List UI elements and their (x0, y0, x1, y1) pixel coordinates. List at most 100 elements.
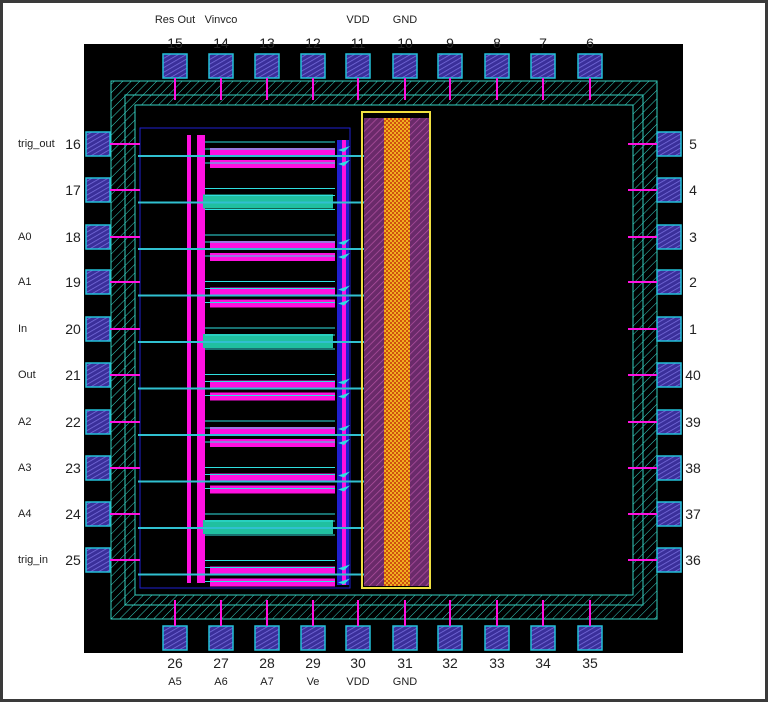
pin-number: 3 (689, 229, 697, 245)
transistor-row (210, 427, 335, 435)
transistor-row (210, 160, 335, 168)
pin-number: 38 (685, 460, 701, 476)
pad-top (162, 53, 188, 79)
pad-top (254, 53, 280, 79)
pad-top (437, 53, 463, 79)
transistor-row (210, 473, 335, 482)
pin-number: 23 (65, 460, 81, 476)
pin-number: 10 (397, 35, 413, 51)
pin-number: 24 (65, 506, 81, 522)
pin-number: 39 (685, 414, 701, 430)
transistor-row (210, 299, 335, 308)
pin-number: 25 (65, 552, 81, 568)
pad-top (392, 53, 418, 79)
pin-number: 34 (535, 655, 551, 671)
pad-left (85, 501, 111, 527)
pin-name: A0 (18, 231, 32, 243)
pad-left (85, 455, 111, 481)
pad-right (656, 316, 682, 342)
pin-number: 20 (65, 321, 81, 337)
pad-right (656, 224, 682, 250)
gnd-rail (384, 118, 410, 586)
pin-name: Res Out (154, 14, 196, 26)
transistor-row (210, 380, 335, 389)
via-marker (338, 425, 350, 445)
pad-left (85, 362, 111, 388)
pin-number: 40 (685, 367, 701, 383)
power-rails (361, 111, 431, 589)
pad-left (85, 131, 111, 157)
pin-number: 26 (167, 655, 183, 671)
pin-number: 32 (442, 655, 458, 671)
pin-number: 11 (350, 35, 366, 51)
pin-number: 28 (259, 655, 275, 671)
ring-edge (110, 80, 658, 620)
pad-right (656, 362, 682, 388)
core-array (138, 127, 415, 589)
transistor-row (210, 578, 335, 587)
pad-top (208, 53, 234, 79)
ring-band (111, 81, 657, 619)
pin-number: 19 (65, 274, 81, 290)
transistor-row (210, 253, 335, 261)
pad-bottom (208, 625, 234, 651)
pad-right (656, 131, 682, 157)
pad-bottom (530, 625, 556, 651)
pad-right (656, 409, 682, 435)
transistor-row (210, 392, 335, 401)
pin-name: VDD (346, 14, 370, 26)
via-marker (338, 285, 350, 306)
pin-name: In (18, 323, 28, 335)
pad-right (656, 455, 682, 481)
pad-right (656, 269, 682, 295)
pin-name: A7 (260, 676, 274, 688)
pad-left (85, 316, 111, 342)
pad-right (656, 547, 682, 573)
rail-outline (361, 111, 431, 589)
pad-ring (110, 80, 658, 620)
pad-top (530, 53, 556, 79)
pin-number: 15 (167, 35, 183, 51)
pin-number: 30 (350, 655, 366, 671)
pin-number: 1 (689, 321, 697, 337)
pad-bottom (392, 625, 418, 651)
pad-left (85, 409, 111, 435)
pad-left (85, 177, 111, 203)
pin-name: A6 (214, 676, 228, 688)
pin-number: 2 (689, 274, 697, 290)
transistor-row (210, 148, 335, 156)
pads (85, 53, 682, 651)
ring-edge (134, 104, 634, 596)
pad-right (656, 501, 682, 527)
pad-bottom (484, 625, 510, 651)
pin-name: GND (392, 14, 418, 26)
metal-vertical (187, 135, 191, 583)
pin-number: 29 (305, 655, 321, 671)
pin-number: 9 (446, 35, 454, 51)
pin-name: Vinvco (204, 14, 238, 26)
pad-bottom (300, 625, 326, 651)
pin-name: A5 (168, 676, 182, 688)
pad-top (300, 53, 326, 79)
pin-name: A3 (18, 462, 32, 474)
pin-number: 22 (65, 414, 81, 430)
pad-top (577, 53, 603, 79)
pad-left (85, 547, 111, 573)
pad-bottom (162, 625, 188, 651)
core-outline (139, 127, 351, 589)
pin-number: 17 (65, 182, 81, 198)
pin-number: 31 (397, 655, 413, 671)
pin-number: 14 (213, 35, 229, 51)
pin-name: A2 (18, 416, 32, 428)
pad-bottom (577, 625, 603, 651)
pin-number: 4 (689, 182, 697, 198)
pin-number: 13 (259, 35, 275, 51)
via-marker (338, 146, 350, 166)
metal-vertical (342, 140, 346, 585)
transistor-row (210, 439, 335, 447)
via-marker (338, 239, 350, 259)
transistor-row (210, 485, 335, 494)
transistor-row (210, 566, 335, 575)
via-marker (338, 564, 350, 585)
